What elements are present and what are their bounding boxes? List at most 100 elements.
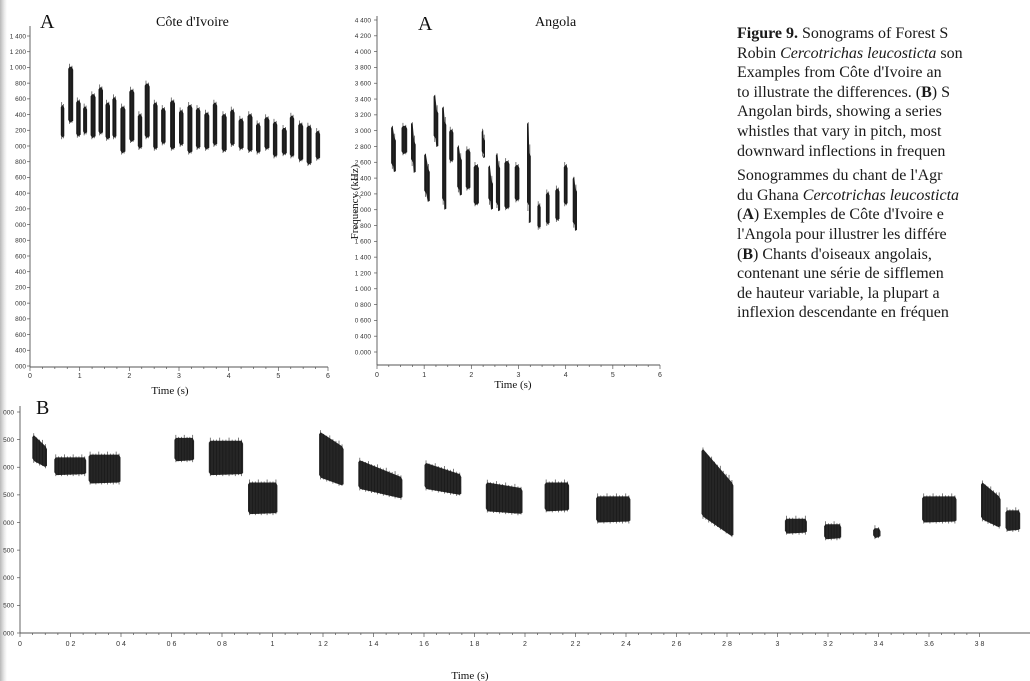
x-tick-label: 3 xyxy=(517,372,521,379)
syllable-cote-divoire-5 xyxy=(90,94,96,139)
y-tick-label: 0 400 xyxy=(355,333,372,340)
syllable-cote-divoire-31 xyxy=(306,125,312,165)
y-tick-label: 1 400 xyxy=(10,33,27,40)
y-tick-label: 000 xyxy=(3,465,14,472)
y-tick-label: 800 xyxy=(15,316,26,323)
syllable-cote-divoire-3 xyxy=(76,100,81,137)
x-axis-title-cote-divoire: Time (s) xyxy=(151,385,189,397)
caption-en-line: Robin xyxy=(737,44,781,62)
syllable-cote-divoire-26 xyxy=(264,117,270,150)
x-tick-label: 1 8 xyxy=(470,641,480,648)
y-tick-label: 3 000 xyxy=(355,128,372,135)
y-tick-label: 500 xyxy=(3,547,14,554)
caption-en-line: downward inflections in frequen xyxy=(737,142,946,160)
y-tick-label: 000 xyxy=(15,222,26,229)
y-tick-label: 000 xyxy=(3,409,14,416)
syllable-panel-b-16 xyxy=(873,528,881,539)
y-tick-label: 000 xyxy=(3,575,14,582)
x-tick-label: 0 6 xyxy=(167,641,177,648)
x-tick-label: 0 2 xyxy=(66,641,76,648)
caption-en-line: son xyxy=(936,44,963,62)
syllable-cote-divoire-13 xyxy=(153,102,158,150)
figure-label: Figure 9. xyxy=(737,25,799,42)
x-tick-label: 2 8 xyxy=(722,641,732,648)
syllable-cote-divoire-24 xyxy=(247,114,253,152)
panel-ref-a-fr: A xyxy=(742,206,754,224)
panel-letter-a-right: A xyxy=(418,13,433,35)
caption-fr-line: du Ghana xyxy=(737,186,803,204)
y-tick-label: 2 200 xyxy=(355,191,372,198)
y-tick-label: 800 xyxy=(15,80,26,87)
y-tick-label: 200 xyxy=(15,206,26,213)
x-tick-label: 0 xyxy=(375,372,379,379)
caption-en-line: Examples from Côte d'Ivoire an xyxy=(737,64,942,82)
y-tick-label: 400 xyxy=(15,348,26,355)
caption-fr-line: contenant une série de sifflemen xyxy=(737,265,944,283)
y-tick-label: 4 400 xyxy=(355,17,372,24)
x-tick-label: 3 xyxy=(776,641,780,648)
syllable-panel-b-10 xyxy=(485,482,523,514)
y-tick-label: 600 xyxy=(15,253,26,260)
syllable-angola-4 xyxy=(424,153,430,202)
syllable-panel-b-11 xyxy=(544,482,570,512)
syllable-cote-divoire-23 xyxy=(238,118,244,150)
x-axis-title-panel-b: Time (s) xyxy=(451,670,489,681)
syllable-cote-divoire-9 xyxy=(120,106,126,154)
syllable-angola-21 xyxy=(572,176,577,231)
caption-french: Sonogrammes du chant de l'Agr du Ghana C… xyxy=(737,167,960,322)
caption-fr-line: inflexion descendante en fréquen xyxy=(737,304,949,322)
syllable-cote-divoire-14 xyxy=(161,108,166,145)
syllable-cote-divoire-11 xyxy=(137,114,143,149)
x-tick-label: 3 xyxy=(177,373,181,380)
caption-english: Figure 9. Sonograms of Forest S Robin Ce… xyxy=(737,24,1030,161)
y-tick-label: 2 800 xyxy=(355,144,372,151)
syllable-angola-14 xyxy=(504,161,510,210)
x-tick-label: 1 2 xyxy=(318,641,328,648)
y-tick-label: 600 xyxy=(15,96,26,103)
syllable-cote-divoire-10 xyxy=(129,89,135,143)
x-tick-label: 6 xyxy=(658,372,662,379)
syllable-angola-10 xyxy=(473,165,479,206)
caption-en-line: whistles that vary in pitch, most xyxy=(737,122,942,140)
x-tick-label: 2 2 xyxy=(571,641,581,648)
x-tick-label: 3 4 xyxy=(874,641,884,648)
y-tick-label: 500 xyxy=(3,603,14,610)
syllable-angola-12 xyxy=(488,165,493,210)
x-tick-label: 2 4 xyxy=(621,641,631,648)
y-tick-label: 500 xyxy=(3,492,14,499)
syllable-angola-5 xyxy=(433,94,439,147)
y-tick-label: 4 000 xyxy=(355,49,372,56)
x-tick-label: 1 xyxy=(422,372,426,379)
caption-fr-line: ) Chants d'oiseaux angolais, xyxy=(753,245,932,263)
y-tick-label: 2 400 xyxy=(355,175,372,182)
syllable-cote-divoire-12 xyxy=(144,83,150,139)
y-tick-label: 2 000 xyxy=(355,207,372,214)
y-tick-label: 1 600 xyxy=(355,239,372,246)
caption-fr-line: ) Exemples de Côte d'Ivoire e xyxy=(753,206,944,224)
x-tick-label: 6 xyxy=(326,373,330,380)
syllable-cote-divoire-27 xyxy=(272,121,278,158)
x-tick-label: 0 xyxy=(18,641,22,648)
panel-ref-b: B xyxy=(921,83,932,101)
y-tick-label: 400 xyxy=(15,269,26,276)
panel-letter-b: B xyxy=(36,397,49,419)
y-tick-label: 000 xyxy=(15,363,26,370)
y-tick-label: 000 xyxy=(3,520,14,527)
y-tick-label: 1 000 xyxy=(355,286,372,293)
species-name-fr: Cercotrichas leucosticta xyxy=(802,186,960,204)
x-tick-label: 2 xyxy=(127,373,131,380)
syllable-angola-8 xyxy=(457,145,462,196)
y-tick-label: 600 xyxy=(15,175,26,182)
syllable-angola-2 xyxy=(401,125,408,155)
y-tick-label: 1 400 xyxy=(355,254,372,261)
spectrogram-panel-b: B Time (s) 0 0 2 0 4 0 6 0 8 1 1 2 1 4 1 6 1 8 2 2 … xyxy=(3,397,1030,681)
syllable-cote-divoire-6 xyxy=(98,87,103,135)
y-tick-label: 3 400 xyxy=(355,96,372,103)
syllable-cote-divoire-29 xyxy=(289,115,295,158)
y-tick-label: 400 xyxy=(15,112,26,119)
caption-en-line: Angolan birds, showing a series xyxy=(737,103,942,121)
caption-en-line: to illustrate the differences. ( xyxy=(737,83,922,101)
panel-ref-b-fr: B xyxy=(742,245,753,263)
x-tick-label: 3.6 xyxy=(924,641,934,648)
